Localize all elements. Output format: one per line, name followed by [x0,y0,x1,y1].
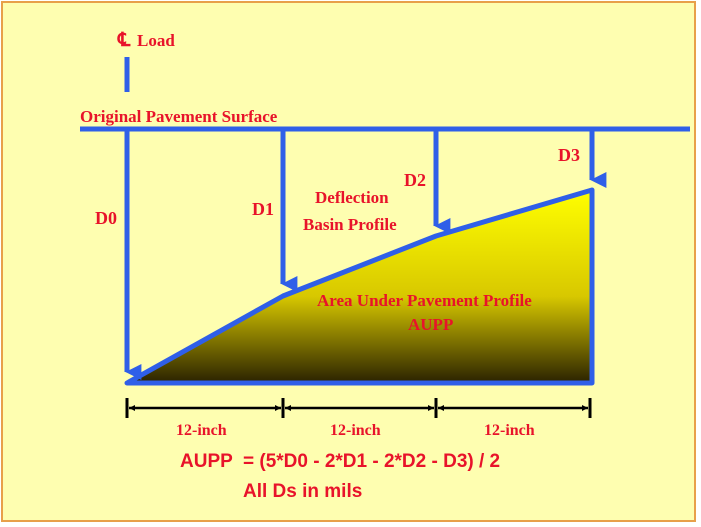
formula-line2: All Ds in mils [243,481,362,502]
d1-label: D1 [252,199,274,219]
d0-label: D0 [95,208,117,228]
spacing-label-2: 12-inch [330,422,381,439]
basin-label-line2: Basin Profile [303,215,397,234]
basin-label-line1: Deflection [315,188,389,207]
area-label-line1: Area Under Pavement Profile [317,291,532,310]
area-under-profile [124,187,595,386]
formula-line1: AUPP = (5*D0 - 2*D1 - 2*D2 - D3) / 2 [180,451,500,472]
spacing-label-1: 12-inch [176,422,227,439]
load-label: Load [137,31,175,50]
d3-label: D3 [558,145,580,165]
dimension-ticks [125,398,592,418]
d2-label: D2 [404,170,426,190]
area-label-line2: AUPP [408,315,453,334]
surface-label: Original Pavement Surface [80,107,278,126]
spacing-label-3: 12-inch [484,422,535,439]
centerline-symbol: ℄ [117,30,131,51]
